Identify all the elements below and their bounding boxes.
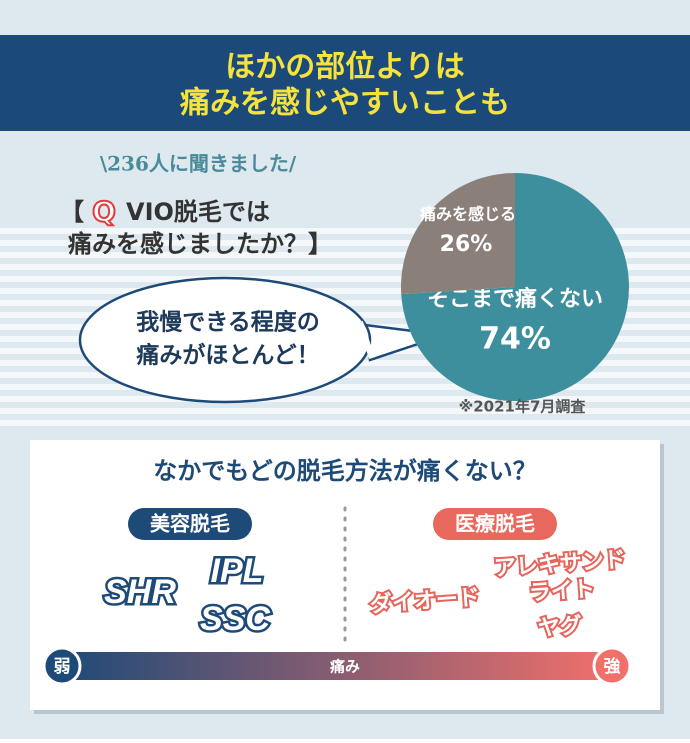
method: ライト <box>528 577 596 607</box>
bar-label: 痛み <box>329 658 360 676</box>
method: IPL <box>211 552 264 590</box>
pie-slice <box>401 173 629 402</box>
category: 美容脱毛 <box>150 512 230 536</box>
bubble-text: 我慢できる程度の <box>136 309 320 336</box>
method: SSC <box>200 600 270 638</box>
bracket: 【 <box>60 198 84 226</box>
method: ダイオード <box>369 584 481 618</box>
method: ヤグ <box>537 612 583 641</box>
high-badge <box>592 646 632 686</box>
bubble <box>78 276 372 404</box>
low-label: 弱 <box>54 657 71 677</box>
slice-value: 74% <box>479 322 551 357</box>
pain-bar <box>60 652 615 680</box>
high-label: 強 <box>604 656 621 677</box>
banner <box>0 35 690 131</box>
pill <box>128 508 252 540</box>
title: ほかの部位よりは <box>225 50 464 85</box>
low-badge <box>42 646 82 686</box>
intro: \236人に聞きました/ <box>100 152 297 176</box>
question: 痛みを感じましたか？】 <box>68 230 332 258</box>
compare-title: なかでもどの脱毛方法が痛くない？ <box>153 457 537 485</box>
method: SHR <box>104 573 176 611</box>
bubble-join <box>357 321 375 359</box>
pie-slice <box>401 173 515 295</box>
slice-value: 26% <box>440 232 493 257</box>
q-mark: Q <box>92 195 116 228</box>
category: 医療脱毛 <box>455 512 535 536</box>
note: ※2021年7月調査 <box>459 398 587 416</box>
slice-name: 痛みを感じる <box>419 205 516 224</box>
question: VIO脱毛では <box>126 198 270 226</box>
title: 痛みを感じやすいことも <box>180 86 510 121</box>
bubble-text: 痛みがほとんど！ <box>136 342 319 369</box>
pill <box>433 508 557 540</box>
